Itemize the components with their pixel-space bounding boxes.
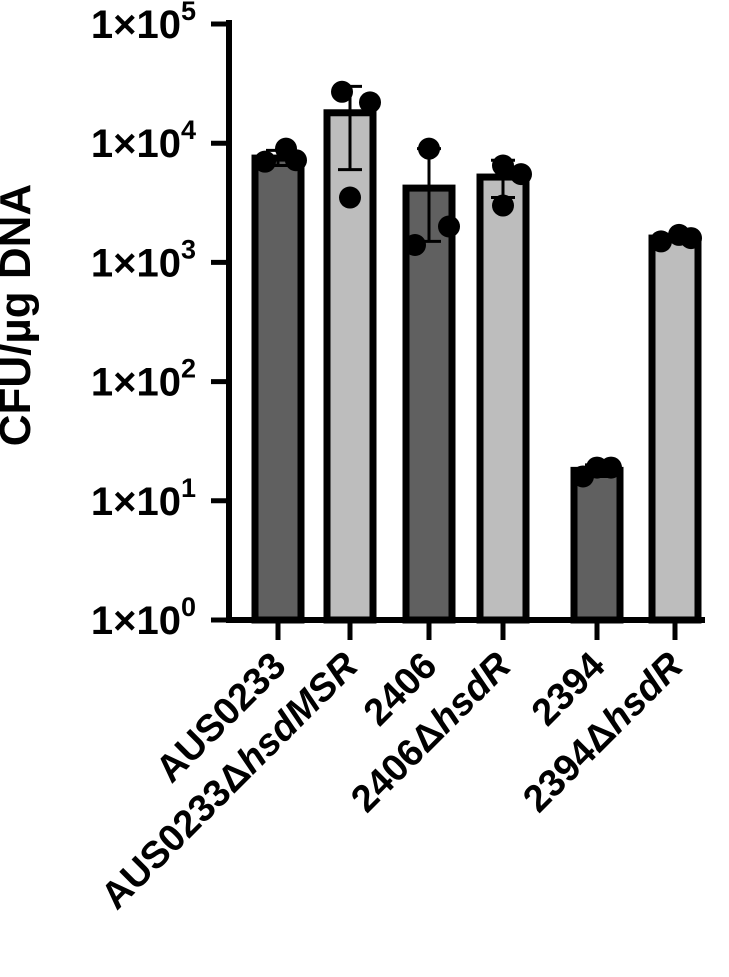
bar [648,234,702,624]
data-point [331,80,353,103]
bar [251,154,305,624]
y-tick-label: 1×103 [91,234,196,285]
data-point [254,150,276,173]
data-point [492,194,514,217]
bar [570,466,624,624]
y-tick-label: 1×104 [91,115,196,166]
data-points-layer [254,80,702,488]
y-tick-label: 1×100 [91,592,196,643]
data-point [492,154,514,177]
y-axis-label: CFU/µg DNA [0,184,40,446]
bar [476,173,530,624]
data-point [650,230,672,253]
data-point [339,186,361,209]
data-point [404,233,426,256]
data-point [680,227,702,250]
data-point [510,163,532,186]
data-point [359,91,381,114]
bars-layer [251,109,702,624]
y-tick-label: 1×102 [91,354,196,405]
data-point [600,456,622,479]
y-tick-label: 1×105 [91,0,196,47]
data-point [285,149,307,172]
y-tick-label: 1×101 [91,473,196,524]
data-point [418,137,440,160]
data-point [438,215,460,238]
